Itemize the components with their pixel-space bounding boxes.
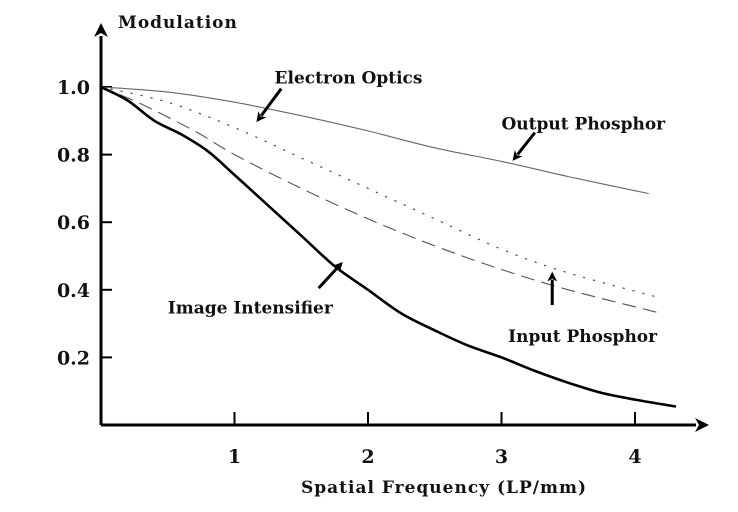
y-tick-label: 0.4 [57,280,90,302]
chart-annotations: Electron Optics Output Phosphor Input Phos… [168,69,666,348]
annotation-arrow-output-phosphor [512,131,537,161]
series-electron-optics [100,86,663,299]
annotation-label-image-intensifier: Image Intensifier [168,298,334,318]
y-tick-label: 0.8 [57,145,90,167]
x-tick-label: 3 [495,446,508,468]
chart-ticks: 0.2 0.4 0.6 0.8 1.0 1 2 3 4 [57,77,642,468]
y-tick-label: 0.2 [57,347,90,369]
x-axis-title: Spatial Frequency (LP/mm) [301,478,587,498]
x-tick-label: 1 [228,446,241,468]
series-image-intensifier [99,85,677,408]
y-tick-label: 1.0 [57,77,90,99]
annotation-arrow-electron-optics [256,87,283,123]
annotation-label-electron-optics: Electron Optics [275,69,423,89]
chart-series [99,85,677,408]
series-output-phosphor [100,86,649,195]
annotation-label-output-phosphor: Output Phosphor [502,114,667,134]
chart-axes [94,23,709,432]
series-input-phosphor [100,86,663,315]
x-tick-label: 4 [628,446,641,468]
x-tick-label: 2 [361,446,374,468]
annotation-label-input-phosphor: Input Phosphor [508,327,658,347]
annotation-arrow-image-intensifier [317,261,343,290]
y-axis-title: Modulation [118,13,238,33]
y-tick-label: 0.6 [57,212,90,234]
